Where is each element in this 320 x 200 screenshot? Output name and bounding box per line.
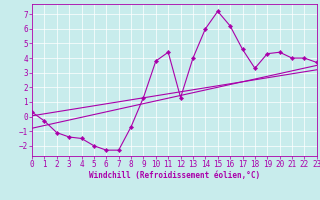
X-axis label: Windchill (Refroidissement éolien,°C): Windchill (Refroidissement éolien,°C) [89, 171, 260, 180]
